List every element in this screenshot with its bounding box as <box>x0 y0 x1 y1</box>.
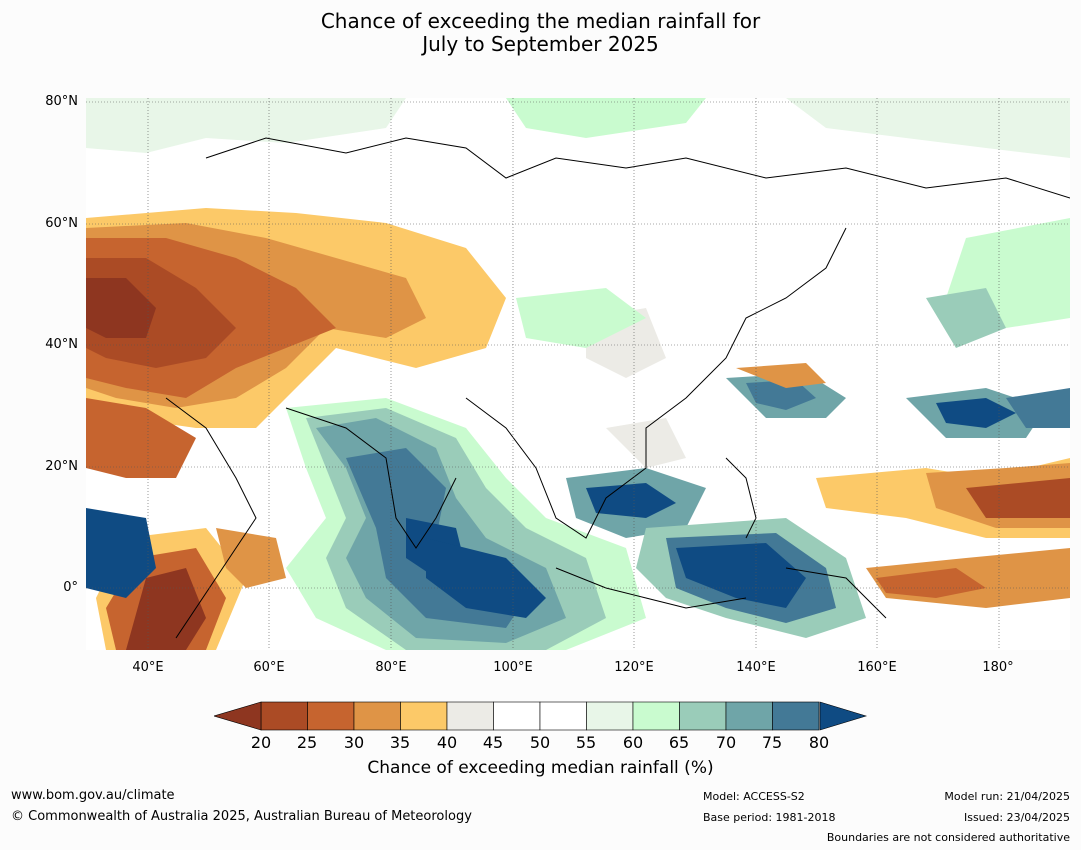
rainfall-map <box>86 98 1070 650</box>
colorbar-tick: 40 <box>436 733 458 752</box>
lon-label-140e: 140°E <box>736 660 776 675</box>
colorbar-low-arrow <box>214 701 262 731</box>
issued-text: Issued: 23/04/2025 <box>963 811 1070 824</box>
lon-label-40e: 40°E <box>132 660 164 675</box>
colorbar-cell <box>586 701 634 731</box>
colorbar-tick: 30 <box>343 733 365 752</box>
colorbar-cell <box>446 701 494 731</box>
lat-label-60n: 60°N <box>45 216 78 231</box>
colorbar-cell <box>725 701 773 731</box>
colorbar-tick: 65 <box>668 733 690 752</box>
colorbar-tick: 35 <box>389 733 411 752</box>
colorbar-tick: 55 <box>575 733 597 752</box>
lon-label-160e: 160°E <box>857 660 897 675</box>
colorbar-tick: 60 <box>622 733 644 752</box>
colorbar-cell <box>679 701 727 731</box>
colorbar-cell <box>632 701 680 731</box>
colorbar-cell <box>539 701 587 731</box>
colorbar-cell <box>493 701 541 731</box>
model-text: Model: ACCESS-S2 <box>703 790 805 803</box>
lon-label-60e: 60°E <box>253 660 285 675</box>
colorbar-high-arrow <box>819 701 868 731</box>
colorbar-tick: 25 <box>296 733 318 752</box>
colorbar-cell <box>260 701 308 731</box>
model-run-text: Model run: 21/04/2025 <box>944 790 1070 803</box>
lon-label-120e: 120°E <box>614 660 654 675</box>
lon-label-100e: 100°E <box>493 660 533 675</box>
base-period-text: Base period: 1981-2018 <box>703 811 836 824</box>
lat-label-80n: 80°N <box>45 94 78 109</box>
lat-label-40n: 40°N <box>45 337 78 352</box>
lon-label-80e: 80°E <box>375 660 407 675</box>
colorbar <box>214 701 868 731</box>
colorbar-tick: 45 <box>482 733 504 752</box>
colorbar-tick: 70 <box>715 733 737 752</box>
colorbar-tick: 80 <box>808 733 830 752</box>
colorbar-label: Chance of exceeding median rainfall (%) <box>367 758 714 778</box>
title-line-2: July to September 2025 <box>422 32 659 56</box>
title-line-1: Chance of exceeding the median rainfall … <box>320 9 761 33</box>
colorbar-cell <box>772 701 820 731</box>
copyright-text: © Commonwealth of Australia 2025, Austra… <box>11 809 472 824</box>
disclaimer-text: Boundaries are not considered authoritat… <box>826 831 1070 844</box>
map-title: Chance of exceeding the median rainfall … <box>0 10 1081 56</box>
colorbar-cell <box>307 701 355 731</box>
website-link[interactable]: www.bom.gov.au/climate <box>11 788 175 803</box>
lat-label-20n: 20°N <box>45 459 78 474</box>
colorbar-tick: 50 <box>529 733 551 752</box>
lat-label-0: 0° <box>63 580 78 595</box>
colorbar-tick: 20 <box>250 733 272 752</box>
colorbar-cell <box>353 701 401 731</box>
lon-label-180: 180° <box>982 660 1014 675</box>
map-canvas <box>86 98 1070 650</box>
colorbar-tick: 75 <box>761 733 783 752</box>
colorbar-cell <box>400 701 448 731</box>
